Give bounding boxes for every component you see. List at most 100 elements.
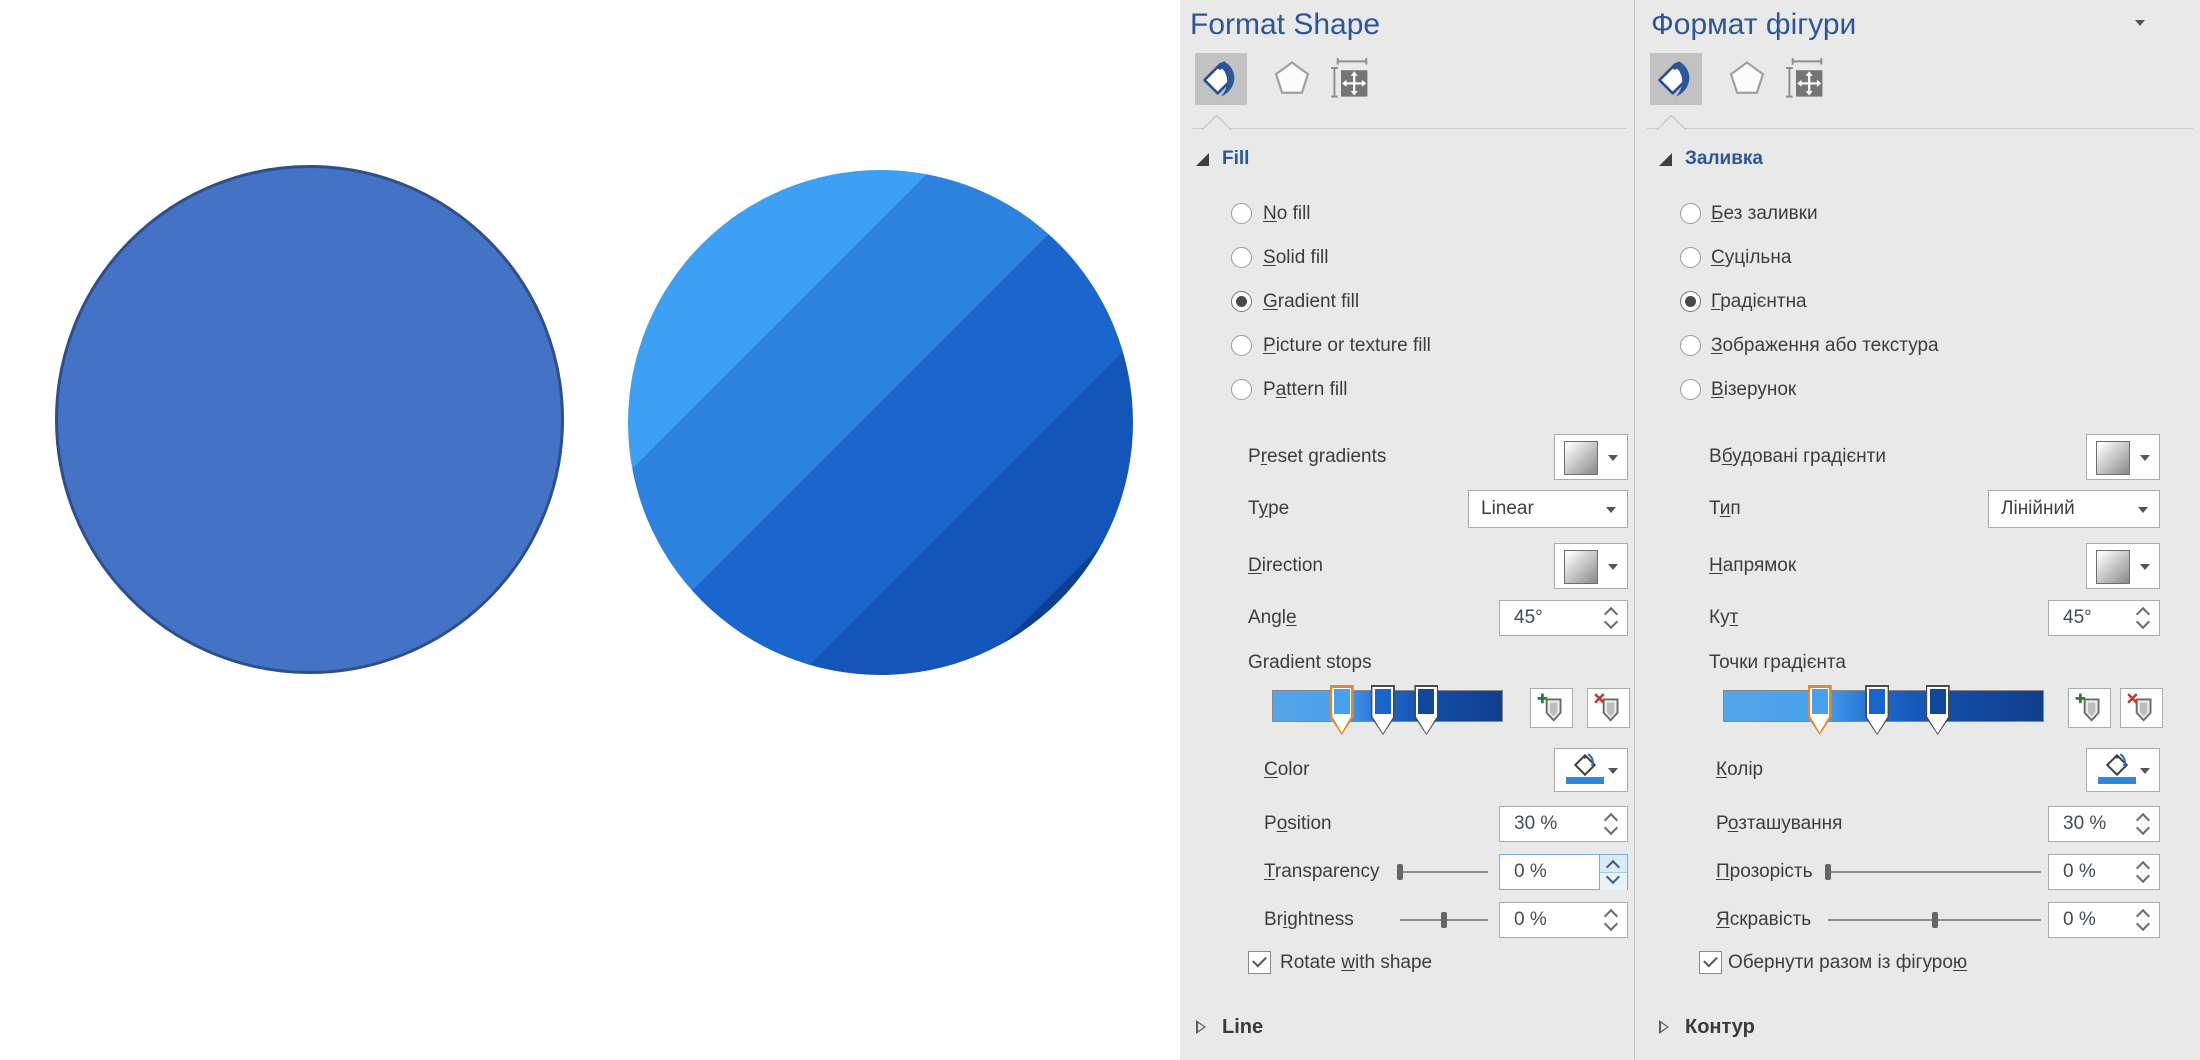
gradient-stops-bar[interactable] bbox=[1723, 685, 2044, 735]
radio-circle bbox=[1231, 247, 1252, 268]
solid-fill-circle-shape[interactable] bbox=[55, 165, 564, 674]
dropdown-arrow-icon bbox=[2140, 564, 2150, 570]
rotate-with-shape-checkbox[interactable]: Rotate with shape bbox=[1180, 951, 1634, 977]
type-dropdown[interactable]: Лінійний bbox=[1988, 490, 2160, 528]
tab-divider bbox=[1647, 128, 2193, 129]
remove-gradient-stop-icon bbox=[1593, 693, 1618, 722]
fill-and-line-tab[interactable] bbox=[1650, 53, 1702, 105]
gradient-stop-marker[interactable] bbox=[1414, 685, 1439, 735]
brightness-slider[interactable] bbox=[1400, 912, 1488, 928]
add-gradient-stop-button[interactable] bbox=[2068, 688, 2111, 728]
slider-handle[interactable] bbox=[1441, 912, 1447, 928]
brightness-slider[interactable] bbox=[1828, 912, 2041, 928]
direction-label: Напрямок bbox=[1709, 555, 1797, 576]
color-bucket-icon bbox=[2104, 752, 2130, 783]
effects-tab[interactable] bbox=[1266, 53, 1318, 105]
color-button[interactable] bbox=[2086, 748, 2160, 792]
transparency-slider[interactable] bbox=[1397, 864, 1488, 880]
slider-handle[interactable] bbox=[1397, 864, 1403, 880]
radio-pattern-fill[interactable]: Візерунок bbox=[1635, 378, 2200, 404]
pentagon-icon bbox=[1274, 61, 1310, 94]
radio-circle bbox=[1231, 291, 1252, 312]
transparency-spinner[interactable]: 0 % bbox=[2048, 854, 2160, 890]
preset-gradients-button[interactable] bbox=[1554, 434, 1628, 480]
radio-solid-fill[interactable]: Суцільна bbox=[1635, 246, 2200, 272]
direction-button[interactable] bbox=[2086, 543, 2160, 589]
brightness-spinner[interactable]: 0 % bbox=[2048, 902, 2160, 938]
preset-gradients-button[interactable] bbox=[2086, 434, 2160, 480]
gradient-stop-marker[interactable] bbox=[1329, 685, 1354, 735]
slider-handle[interactable] bbox=[1931, 912, 1938, 928]
radio-gradient-fill[interactable]: Градієнтна bbox=[1635, 290, 2200, 316]
section-expanded-icon bbox=[1196, 153, 1209, 166]
current-color-bar bbox=[2098, 777, 2136, 784]
section-collapsed-icon bbox=[1196, 1020, 1206, 1034]
color-label: Колір bbox=[1716, 759, 1764, 780]
dropdown-arrow-icon bbox=[1608, 455, 1618, 461]
size-properties-tab[interactable] bbox=[1326, 53, 1378, 105]
type-label: Тип bbox=[1709, 498, 1741, 519]
gradient-swatch-icon bbox=[2096, 550, 2130, 584]
radio-circle bbox=[1231, 379, 1252, 400]
angle-spinner[interactable]: 45° bbox=[2048, 600, 2160, 636]
radio-no-fill[interactable]: No fill bbox=[1180, 202, 1634, 228]
add-gradient-stop-button[interactable] bbox=[1530, 688, 1573, 728]
remove-gradient-stop-icon bbox=[2126, 693, 2151, 722]
dropdown-arrow-icon bbox=[1608, 564, 1618, 570]
radio-gradient-fill[interactable]: Gradient fill bbox=[1180, 290, 1634, 316]
format-shape-pane-ua: Формат фігури bbox=[1634, 0, 2200, 1060]
radio-circle bbox=[1680, 247, 1701, 268]
preset-gradients-label: Preset gradients bbox=[1248, 446, 1387, 467]
remove-gradient-stop-button[interactable] bbox=[2120, 688, 2163, 728]
gradient-swatch-icon bbox=[1564, 550, 1598, 584]
radio-pattern-fill[interactable]: Pattern fill bbox=[1180, 378, 1634, 404]
transparency-label: Transparency bbox=[1264, 861, 1380, 882]
angle-label: Кут bbox=[1709, 607, 1739, 628]
position-spinner[interactable]: 30 % bbox=[1499, 806, 1628, 842]
dropdown-arrow-icon bbox=[1606, 507, 1616, 513]
position-label: Position bbox=[1264, 813, 1332, 834]
gradient-stop-marker[interactable] bbox=[1925, 685, 1950, 735]
checkbox-icon bbox=[1699, 951, 1722, 974]
radio-picture-fill[interactable]: Зображення або текстура bbox=[1635, 334, 2200, 360]
slider-handle[interactable] bbox=[1825, 864, 1831, 880]
pane-title: Format Shape bbox=[1190, 8, 1381, 41]
pane-options-chevron-icon[interactable] bbox=[2135, 20, 2145, 26]
brightness-spinner[interactable]: 0 % bbox=[1499, 902, 1628, 938]
remove-gradient-stop-button[interactable] bbox=[1587, 688, 1630, 728]
fill-and-line-tab[interactable] bbox=[1195, 53, 1247, 105]
size-properties-tab[interactable] bbox=[1781, 53, 1833, 105]
gradient-swatch-icon bbox=[1564, 441, 1598, 475]
color-bucket-icon bbox=[1572, 752, 1598, 783]
transparency-slider[interactable] bbox=[1825, 864, 2041, 880]
paint-bucket-icon bbox=[1658, 61, 1690, 97]
gradient-stop-marker[interactable] bbox=[1807, 685, 1832, 735]
size-properties-icon bbox=[1331, 58, 1368, 98]
position-label: Розташування bbox=[1716, 813, 1843, 834]
section-expanded-icon bbox=[1659, 153, 1672, 166]
radio-solid-fill[interactable]: Solid fill bbox=[1180, 246, 1634, 272]
direction-label: Direction bbox=[1248, 555, 1323, 576]
current-color-bar bbox=[1566, 777, 1604, 784]
gradient-stop-marker[interactable] bbox=[1865, 685, 1890, 735]
effects-tab[interactable] bbox=[1721, 53, 1773, 105]
gradient-stops-bar[interactable] bbox=[1272, 685, 1503, 735]
radio-no-fill[interactable]: Без заливки bbox=[1635, 202, 2200, 228]
radio-circle bbox=[1680, 203, 1701, 224]
color-label: Color bbox=[1264, 759, 1310, 780]
angle-spinner[interactable]: 45° bbox=[1499, 600, 1628, 636]
section-collapsed-icon bbox=[1659, 1020, 1669, 1034]
transparency-spinner[interactable]: 0 % bbox=[1499, 854, 1628, 890]
position-spinner[interactable]: 30 % bbox=[2048, 806, 2160, 842]
type-dropdown[interactable]: Linear bbox=[1468, 490, 1628, 528]
gradient-fill-circle-shape[interactable] bbox=[628, 170, 1133, 675]
gradient-swatch-icon bbox=[2096, 441, 2130, 475]
dropdown-arrow-icon bbox=[2140, 455, 2150, 461]
direction-button[interactable] bbox=[1554, 543, 1628, 589]
radio-circle bbox=[1680, 335, 1701, 356]
color-button[interactable] bbox=[1554, 748, 1628, 792]
rotate-with-shape-checkbox[interactable]: Обернути разом із фігурою bbox=[1635, 951, 2200, 977]
radio-picture-fill[interactable]: Picture or texture fill bbox=[1180, 334, 1634, 360]
gradient-stop-marker[interactable] bbox=[1370, 685, 1395, 735]
